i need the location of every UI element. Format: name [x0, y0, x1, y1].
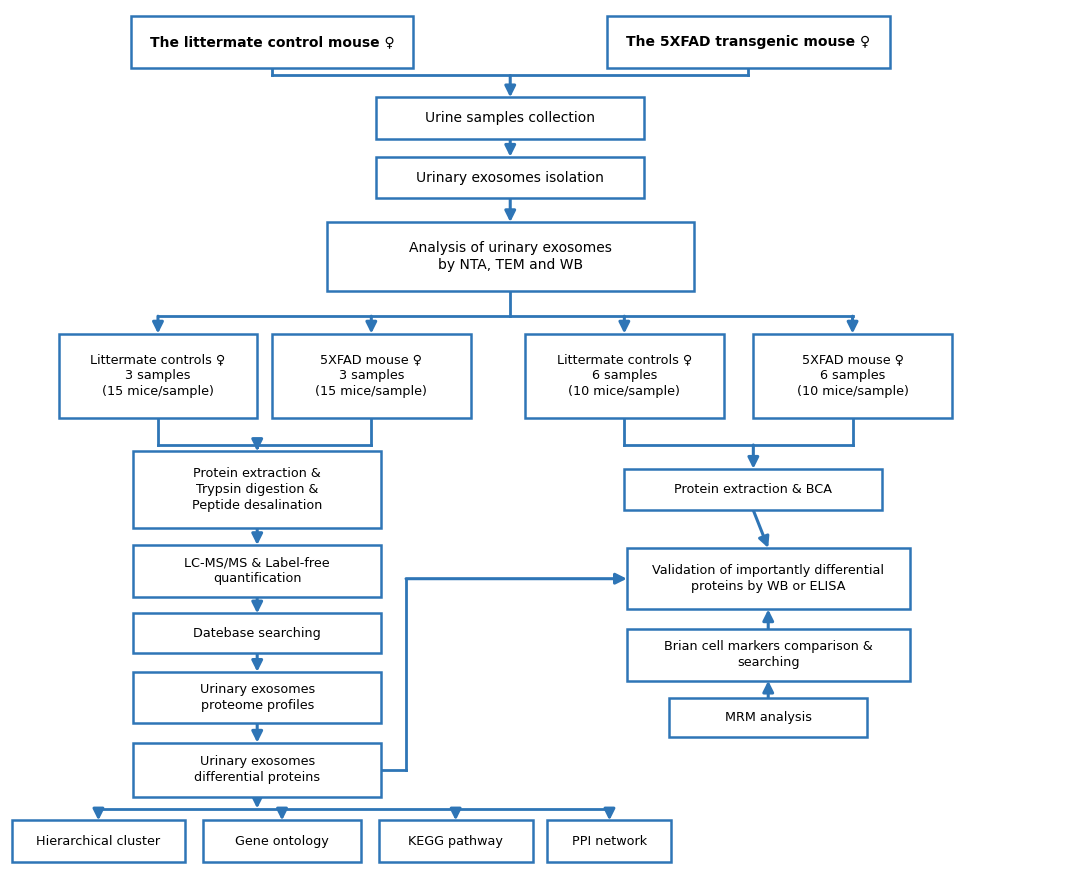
Text: Littermate controls ♀
3 samples
(15 mice/sample): Littermate controls ♀ 3 samples (15 mice… [91, 353, 226, 398]
FancyBboxPatch shape [376, 97, 644, 139]
FancyBboxPatch shape [131, 16, 414, 67]
FancyBboxPatch shape [58, 333, 257, 418]
Text: The 5XFAD transgenic mouse ♀: The 5XFAD transgenic mouse ♀ [626, 34, 870, 49]
FancyBboxPatch shape [525, 333, 724, 418]
FancyBboxPatch shape [626, 629, 909, 681]
FancyBboxPatch shape [607, 16, 890, 67]
Text: Protein extraction &
Trypsin digestion &
Peptide desalination: Protein extraction & Trypsin digestion &… [192, 467, 323, 512]
FancyBboxPatch shape [133, 451, 381, 528]
Text: Validation of importantly differential
proteins by WB or ELISA: Validation of importantly differential p… [652, 564, 885, 593]
FancyBboxPatch shape [376, 156, 644, 198]
Text: Analysis of urinary exosomes
by NTA, TEM and WB: Analysis of urinary exosomes by NTA, TEM… [409, 241, 611, 272]
FancyBboxPatch shape [326, 222, 693, 292]
FancyBboxPatch shape [548, 820, 672, 862]
Text: Brian cell markers comparison &
searching: Brian cell markers comparison & searchin… [664, 641, 873, 669]
FancyBboxPatch shape [133, 743, 381, 797]
FancyBboxPatch shape [203, 820, 362, 862]
FancyBboxPatch shape [626, 548, 909, 609]
Text: Hierarchical cluster: Hierarchical cluster [37, 834, 161, 848]
Text: MRM analysis: MRM analysis [725, 711, 812, 724]
Text: Datebase searching: Datebase searching [193, 627, 321, 640]
Text: LC-MS/MS & Label-free
quantification: LC-MS/MS & Label-free quantification [185, 556, 330, 585]
Text: Gene ontology: Gene ontology [235, 834, 329, 848]
Text: Littermate controls ♀
6 samples
(10 mice/sample): Littermate controls ♀ 6 samples (10 mice… [556, 353, 692, 398]
Text: Urinary exosomes
proteome profiles: Urinary exosomes proteome profiles [200, 683, 315, 713]
FancyBboxPatch shape [133, 613, 381, 653]
Text: Urine samples collection: Urine samples collection [426, 111, 595, 125]
Text: 5XFAD mouse ♀
3 samples
(15 mice/sample): 5XFAD mouse ♀ 3 samples (15 mice/sample) [315, 353, 428, 398]
FancyBboxPatch shape [272, 333, 471, 418]
Text: 5XFAD mouse ♀
6 samples
(10 mice/sample): 5XFAD mouse ♀ 6 samples (10 mice/sample) [797, 353, 908, 398]
Text: Urinary exosomes
differential proteins: Urinary exosomes differential proteins [194, 756, 321, 784]
Text: PPI network: PPI network [572, 834, 647, 848]
Text: The littermate control mouse ♀: The littermate control mouse ♀ [150, 34, 394, 49]
Text: KEGG pathway: KEGG pathway [408, 834, 503, 848]
Text: Urinary exosomes isolation: Urinary exosomes isolation [416, 171, 604, 185]
FancyBboxPatch shape [133, 672, 381, 723]
FancyBboxPatch shape [133, 545, 381, 597]
FancyBboxPatch shape [669, 697, 867, 737]
FancyBboxPatch shape [12, 820, 186, 862]
FancyBboxPatch shape [379, 820, 532, 862]
FancyBboxPatch shape [624, 469, 882, 510]
Text: Protein extraction & BCA: Protein extraction & BCA [674, 483, 833, 496]
FancyBboxPatch shape [754, 333, 951, 418]
